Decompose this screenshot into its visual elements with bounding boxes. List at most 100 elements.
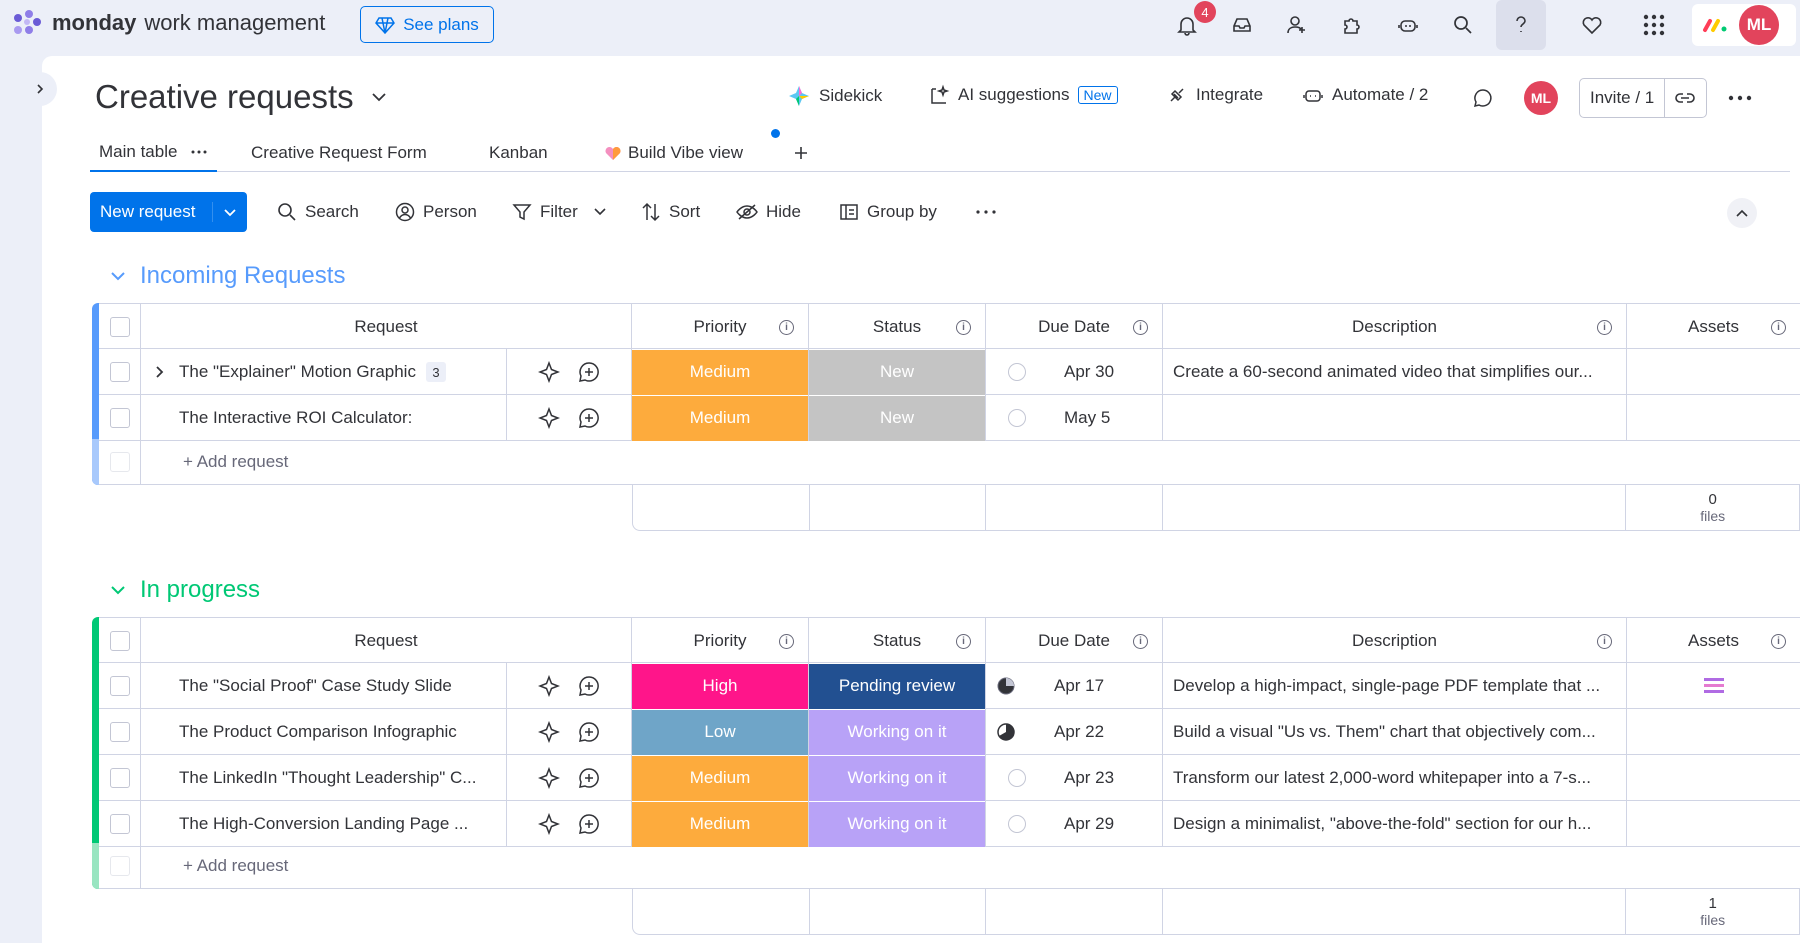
info-icon[interactable]: i: [779, 319, 794, 335]
new-request-button[interactable]: New request: [90, 192, 247, 232]
filter-button[interactable]: Filter: [512, 192, 606, 232]
row-checkbox[interactable]: [109, 814, 130, 834]
user-avatar[interactable]: ML: [1739, 5, 1779, 45]
tab-menu-icon[interactable]: [191, 150, 207, 154]
assets-cell[interactable]: [1627, 663, 1800, 709]
table-row[interactable]: The LinkedIn "Thought Leadership" C... Me…: [99, 755, 1800, 801]
row-checkbox[interactable]: [109, 768, 130, 788]
item-name-cell[interactable]: The LinkedIn "Thought Leadership" C...: [141, 755, 507, 801]
board-title[interactable]: Creative requests: [95, 78, 388, 116]
due-date-cell[interactable]: Apr 23: [986, 755, 1163, 801]
priority-cell[interactable]: Medium: [632, 755, 809, 801]
due-date-cell[interactable]: Apr 30: [986, 349, 1163, 395]
column-header-request[interactable]: Request: [141, 304, 632, 350]
sort-button[interactable]: Sort: [641, 192, 700, 232]
description-cell[interactable]: Transform our latest 2,000-word whitepap…: [1163, 755, 1627, 801]
assets-cell[interactable]: [1627, 709, 1800, 755]
column-header-priority[interactable]: Priority i: [632, 304, 809, 350]
add-update-icon[interactable]: [578, 361, 600, 383]
info-icon[interactable]: i: [779, 633, 794, 649]
chevron-down-icon[interactable]: [110, 271, 126, 281]
add-update-icon[interactable]: [578, 675, 600, 697]
summary-files[interactable]: 0 files: [1626, 485, 1799, 530]
add-view-button[interactable]: [794, 134, 808, 172]
add-item-row[interactable]: + Add request: [99, 843, 1800, 889]
description-cell[interactable]: Build a visual "Us vs. Them" chart that …: [1163, 709, 1627, 755]
column-header-assets[interactable]: Assets i: [1627, 618, 1800, 664]
add-update-icon[interactable]: [578, 407, 600, 429]
table-row[interactable]: The Product Comparison Infographic Low Wor…: [99, 709, 1800, 755]
info-icon[interactable]: i: [1771, 319, 1786, 335]
assets-cell[interactable]: [1627, 395, 1800, 441]
item-name-cell[interactable]: The "Social Proof" Case Study Slide: [141, 663, 507, 709]
table-row[interactable]: The "Explainer" Motion Graphic 3 Medium New…: [99, 349, 1800, 395]
file-thumbnail-icon[interactable]: [1703, 676, 1725, 696]
item-name-cell[interactable]: The High-Conversion Landing Page ...: [141, 801, 507, 847]
priority-cell[interactable]: High: [632, 663, 809, 709]
priority-cell[interactable]: Medium: [632, 395, 809, 441]
table-row[interactable]: The High-Conversion Landing Page ... Medi…: [99, 801, 1800, 847]
global-search-button[interactable]: [1445, 7, 1481, 43]
person-filter-button[interactable]: Person: [395, 192, 477, 232]
column-header-status[interactable]: Status i: [809, 304, 986, 350]
link-icon[interactable]: [1673, 88, 1697, 108]
column-header-description[interactable]: Description i: [1163, 618, 1627, 664]
hide-button[interactable]: Hide: [736, 192, 801, 232]
ai-sparkle-icon[interactable]: [538, 767, 560, 789]
description-cell[interactable]: Develop a high-impact, single-page PDF t…: [1163, 663, 1627, 709]
tab-build-vibe-view[interactable]: Build Vibe view: [604, 134, 743, 172]
column-header-assets[interactable]: Assets i: [1627, 304, 1800, 350]
description-cell[interactable]: [1163, 395, 1627, 441]
chevron-down-icon[interactable]: [110, 585, 126, 595]
tab-kanban[interactable]: Kanban: [489, 134, 548, 172]
info-icon[interactable]: i: [1771, 633, 1786, 649]
new-request-dropdown[interactable]: [213, 202, 247, 222]
add-update-icon[interactable]: [578, 767, 600, 789]
table-row[interactable]: The "Social Proof" Case Study Slide High P…: [99, 663, 1800, 709]
status-cell[interactable]: New: [809, 349, 986, 395]
priority-cell[interactable]: Medium: [632, 801, 809, 847]
column-header-status[interactable]: Status i: [809, 618, 986, 664]
summary-files[interactable]: 1 files: [1626, 889, 1799, 934]
due-date-cell[interactable]: Apr 22: [986, 709, 1163, 755]
description-cell[interactable]: Design a minimalist, "above-the-fold" se…: [1163, 801, 1627, 847]
column-header-due-date[interactable]: Due Date i: [986, 618, 1163, 664]
group-header-incoming[interactable]: Incoming Requests: [110, 262, 345, 290]
add-update-icon[interactable]: [578, 813, 600, 835]
invite-button[interactable]: Invite / 1: [1579, 78, 1707, 118]
collapse-header-button[interactable]: [1727, 198, 1757, 228]
add-request-input[interactable]: + Add request: [183, 856, 289, 875]
column-header-due-date[interactable]: Due Date i: [986, 304, 1163, 350]
ai-sparkle-icon[interactable]: [538, 407, 560, 429]
priority-cell[interactable]: Low: [632, 709, 809, 755]
notifications-button[interactable]: [1169, 7, 1205, 43]
select-all-checkbox[interactable]: [109, 317, 130, 337]
ai-sparkle-icon[interactable]: [538, 721, 560, 743]
ai-sparkle-icon[interactable]: [538, 361, 560, 383]
description-cell[interactable]: Create a 60-second animated video that s…: [1163, 349, 1627, 395]
add-update-icon[interactable]: [578, 721, 600, 743]
more-toolbar-button[interactable]: [976, 192, 996, 232]
status-cell[interactable]: New: [809, 395, 986, 441]
item-name-cell[interactable]: The Interactive ROI Calculator:: [141, 395, 507, 441]
chevron-down-icon[interactable]: [594, 208, 606, 216]
updates-button[interactable]: [1465, 80, 1501, 116]
board-owner-avatar[interactable]: ML: [1524, 81, 1558, 115]
add-item-row[interactable]: + Add request: [99, 439, 1800, 485]
info-icon[interactable]: i: [956, 633, 971, 649]
expand-subitems-icon[interactable]: [155, 365, 165, 379]
due-date-cell[interactable]: Apr 29: [986, 801, 1163, 847]
group-by-button[interactable]: Group by: [839, 192, 937, 232]
column-header-request[interactable]: Request: [141, 618, 632, 664]
subitem-count-badge[interactable]: 3: [425, 362, 446, 382]
add-request-input[interactable]: + Add request: [183, 452, 289, 471]
status-cell[interactable]: Working on it: [809, 801, 986, 847]
due-date-cell[interactable]: Apr 17: [986, 663, 1163, 709]
due-date-cell[interactable]: May 5: [986, 395, 1163, 441]
see-plans-button[interactable]: See plans: [360, 6, 494, 43]
inbox-button[interactable]: [1224, 7, 1260, 43]
tab-main-table[interactable]: Main table: [90, 134, 217, 172]
apps-grid-button[interactable]: [1636, 7, 1672, 43]
group-header-in-progress[interactable]: In progress: [110, 576, 260, 604]
row-checkbox[interactable]: [109, 362, 130, 382]
